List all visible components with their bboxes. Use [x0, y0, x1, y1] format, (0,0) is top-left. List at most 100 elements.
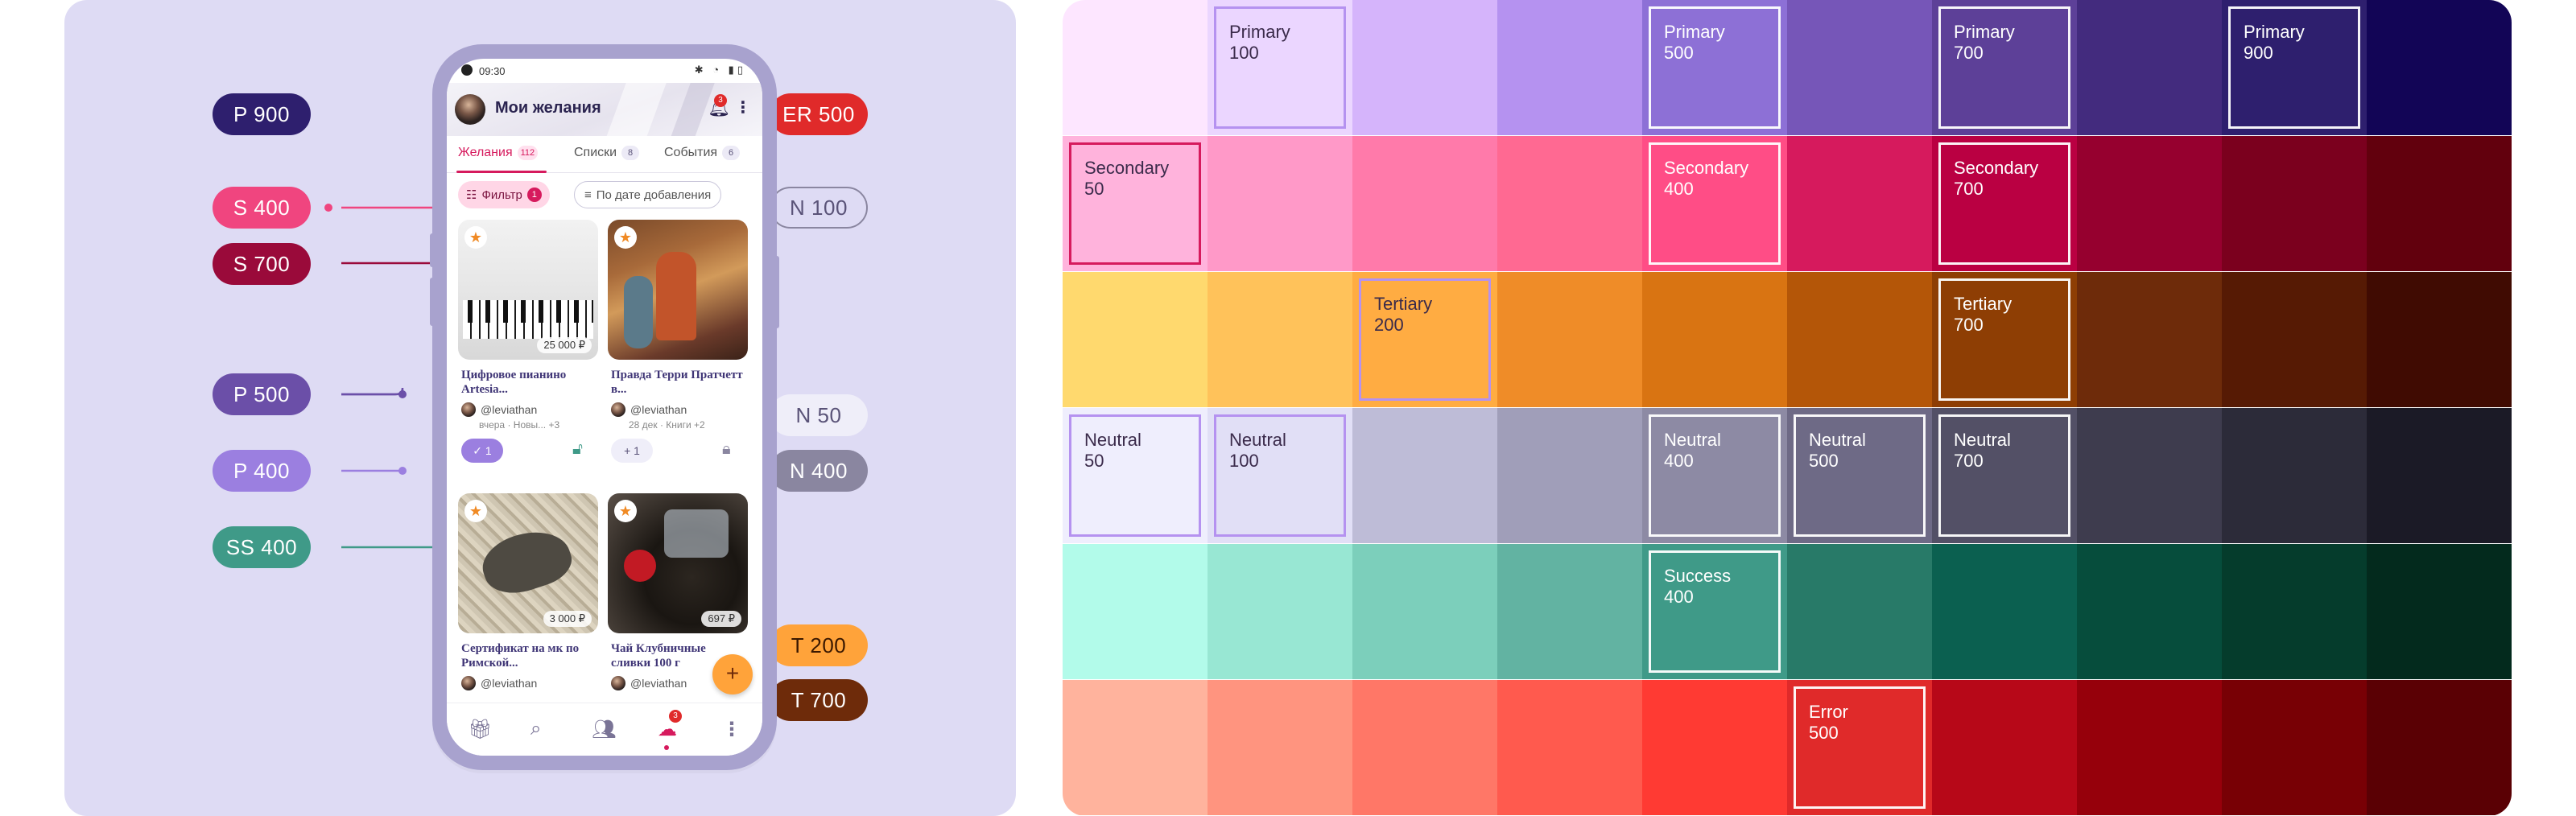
- callout-label: S 700: [233, 251, 291, 276]
- callout-label: S 400: [233, 195, 291, 220]
- star-icon[interactable]: ★: [464, 226, 487, 249]
- callout-label: T 700: [791, 687, 847, 712]
- avatar: [611, 402, 625, 417]
- author-name: @leviathan: [630, 677, 687, 690]
- sort-label: По дате добавления: [596, 188, 712, 202]
- tab-count: 8: [621, 146, 640, 160]
- reserve-button[interactable]: + 1: [611, 439, 653, 463]
- swatch-cell: Secondary 50: [1063, 136, 1208, 271]
- app-header: Мои желания 🔔︎ 3 ⋮: [447, 83, 762, 136]
- sort-chip[interactable]: ≡ По дате добавления: [574, 181, 722, 208]
- swatch-cell: [1932, 680, 2077, 815]
- swatch-cell: [2222, 408, 2367, 543]
- card-image-book: ★: [608, 220, 748, 360]
- gift-icon[interactable]: 🎁︎: [468, 719, 493, 740]
- swatch-cell: [2367, 136, 2512, 271]
- swatch-cell: [2077, 136, 2222, 271]
- callout-t700: T 700: [770, 679, 868, 721]
- unlock-icon[interactable]: 🔓︎: [572, 440, 583, 458]
- card-price: 25 000 ₽: [537, 337, 592, 353]
- card-price: 697 ₽: [701, 611, 741, 627]
- filter-chip[interactable]: ☷ Фильтр 1: [458, 181, 550, 208]
- connector-p500b: [341, 390, 404, 396]
- reserved-button[interactable]: ✓ 1: [461, 439, 503, 463]
- swatch-label: Primary 700: [1938, 6, 2070, 129]
- tab-lists[interactable]: Списки 8: [574, 146, 640, 160]
- status-bar: 09:30 ✱ ◔ ▮▯: [447, 59, 762, 83]
- filter-label: Фильтр: [481, 188, 522, 202]
- add-fab-button[interactable]: +: [712, 654, 753, 694]
- wish-card[interactable]: ★ 25 000 ₽ Цифровое пианино Artesia... @…: [458, 220, 598, 485]
- swatch-cell: [1063, 272, 1208, 407]
- piano-black-keys: [463, 300, 593, 323]
- swatch-label: Neutral 50: [1069, 414, 1201, 537]
- wish-card[interactable]: ★ Правда Терри Пратчетт в... @leviathan …: [608, 220, 748, 485]
- swatch-cell: [1063, 0, 1208, 135]
- swatch-cell: [2077, 272, 2222, 407]
- avatar[interactable]: [455, 94, 485, 125]
- tab-bar: Желания 112 Списки 8 События 6: [447, 136, 762, 173]
- callout-label: ER 500: [782, 101, 855, 126]
- friends-icon[interactable]: 👥︎: [592, 719, 617, 740]
- swatch-cell: [2222, 136, 2367, 271]
- callout-n50: N 50: [770, 394, 868, 436]
- callout-label: T 200: [791, 633, 847, 657]
- card-title: Сертификат на мк по Римской...: [461, 642, 580, 670]
- more-vert-icon[interactable]: ⋮: [735, 99, 751, 117]
- wish-card[interactable]: ★ 697 ₽ Чай Клубничные сливки 100 г @lev…: [608, 493, 748, 756]
- swatch-label: Primary 500: [1649, 6, 1781, 129]
- tab-indicator: [456, 171, 547, 173]
- wish-card[interactable]: ★ 3 000 ₽ Сертификат на мк по Римской...…: [458, 493, 598, 756]
- swatch-cell: [1352, 0, 1497, 135]
- tab-count: 6: [722, 146, 741, 160]
- swatch-cell: [1063, 544, 1208, 679]
- swatch-cell: Secondary 700: [1932, 136, 2077, 271]
- illustration-figure: [656, 252, 696, 340]
- swatch-cell: Primary 100: [1208, 0, 1352, 135]
- swatch-label: Secondary 50: [1069, 142, 1201, 265]
- callout-label: P 900: [233, 101, 290, 126]
- swatch-cell: [1497, 272, 1642, 407]
- swatch-cell: [1497, 544, 1642, 679]
- callout-label: SS 400: [225, 534, 298, 559]
- illustration-glass: [664, 509, 729, 558]
- tab-wishes[interactable]: Желания 112: [458, 146, 539, 160]
- search-icon[interactable]: ⌕: [530, 718, 542, 740]
- more-vert-icon[interactable]: ⋮: [722, 719, 741, 740]
- swatch-cell: [2222, 272, 2367, 407]
- swatch-cell: [1352, 544, 1497, 679]
- star-icon[interactable]: ★: [464, 500, 487, 522]
- swatch-cell: [1208, 680, 1352, 815]
- swatch-cell: Tertiary 200: [1352, 272, 1497, 407]
- card-author: @leviathan: [611, 675, 746, 691]
- card-meta: вчера · Новы... +3: [479, 419, 560, 431]
- swatch-cell: [1063, 680, 1208, 815]
- swatch-cell: Primary 900: [2222, 0, 2367, 135]
- author-name: @leviathan: [630, 403, 687, 416]
- callout-p500: P 500: [213, 373, 311, 415]
- callout-label: N 50: [795, 402, 842, 427]
- nav-badge: 3: [669, 710, 682, 723]
- card-meta: 28 дек · Книги +2: [629, 419, 705, 431]
- page-title: Мои желания: [495, 99, 601, 117]
- swatch-cell: Neutral 500: [1787, 408, 1932, 543]
- star-icon[interactable]: ★: [614, 226, 637, 249]
- camera-icon: [461, 64, 473, 76]
- callout-label: N 100: [790, 195, 848, 220]
- nav-active-dot: [664, 745, 669, 750]
- swatch-cell: [1642, 680, 1787, 815]
- star-icon[interactable]: ★: [614, 500, 637, 522]
- lock-icon[interactable]: 🔒︎: [722, 440, 731, 458]
- swatch-label: Error 500: [1794, 686, 1926, 809]
- filter-row: ☷ Фильтр 1 ≡ По дате добавления: [447, 179, 762, 212]
- tab-events[interactable]: События 6: [664, 146, 741, 160]
- swatch-label: Primary 900: [2228, 6, 2360, 129]
- tab-label: Желания: [458, 146, 513, 159]
- illustration-strawberry: [624, 550, 656, 582]
- swatch-cell: Secondary 400: [1642, 136, 1787, 271]
- avatar: [461, 676, 476, 690]
- callout-t200: T 200: [770, 624, 868, 666]
- swatch-cell: Primary 700: [1932, 0, 2077, 135]
- swatch-label: Secondary 400: [1649, 142, 1781, 265]
- callout-er500: ER 500: [770, 93, 868, 135]
